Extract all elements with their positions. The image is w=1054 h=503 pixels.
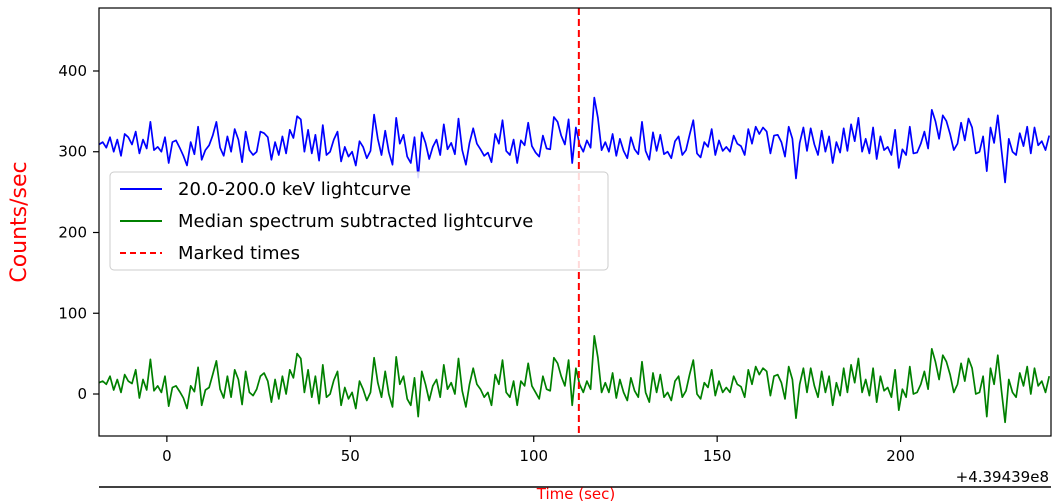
legend-box bbox=[109, 171, 609, 271]
x-tick-label-50: 50 bbox=[341, 447, 360, 465]
legend: 20.0-200.0 keV lightcurve Median spectru… bbox=[109, 171, 609, 271]
subtracted-lightcurve-line bbox=[98, 335, 1051, 424]
plot-frame bbox=[98, 7, 1052, 437]
x-tick-label-0: 0 bbox=[162, 447, 172, 465]
legend-label-marked: Marked times bbox=[178, 243, 300, 264]
legend-label-subtracted: Median spectrum subtracted lightcurve bbox=[178, 211, 533, 232]
y-tick-label-200: 200 bbox=[58, 223, 87, 241]
x-tick-label-100: 100 bbox=[519, 447, 548, 465]
x-axis-offset-label: +4.39439e8 bbox=[956, 468, 1049, 486]
legend-label-lightcurve: 20.0-200.0 keV lightcurve bbox=[178, 179, 411, 200]
y-axis-ticks: 0 100 200 300 400 bbox=[58, 62, 99, 403]
y-tick-label-400: 400 bbox=[58, 62, 87, 80]
y-tick-label-0: 0 bbox=[77, 385, 87, 403]
y-tick-label-100: 100 bbox=[58, 304, 87, 322]
y-axis-label: Counts/sec bbox=[7, 161, 32, 282]
y-tick-label-300: 300 bbox=[58, 143, 87, 161]
lightcurve-line bbox=[98, 96, 1051, 184]
series-lines bbox=[98, 96, 1051, 424]
x-tick-label-150: 150 bbox=[703, 447, 732, 465]
x-axis-ticks: 0 50 100 150 200 bbox=[162, 436, 915, 465]
x-axis-label: Time (sec) bbox=[536, 485, 615, 503]
x-tick-label-200: 200 bbox=[886, 447, 915, 465]
